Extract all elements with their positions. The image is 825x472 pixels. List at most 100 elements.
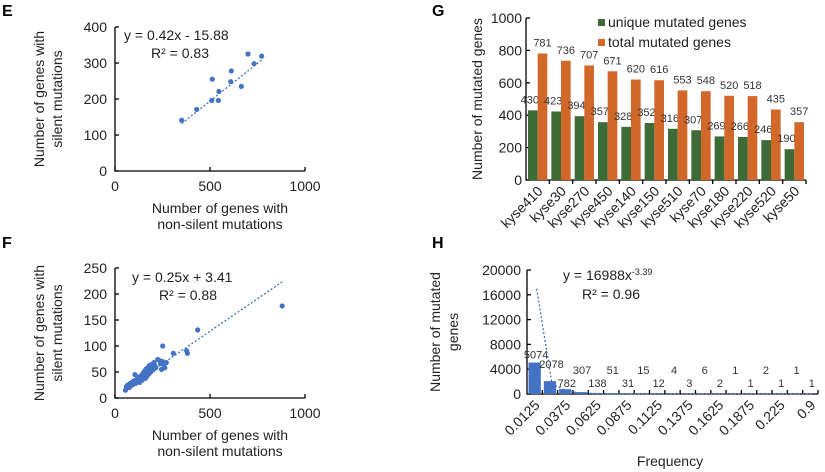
x-axis-label: non-silent mutations	[157, 443, 282, 459]
y-tick-label: 250	[84, 260, 108, 276]
x-tick-label: 0.225	[752, 397, 788, 433]
panel-label-h: H	[432, 235, 444, 252]
x-axis-label: non-silent mutations	[157, 216, 282, 232]
panel-label-g: G	[432, 3, 444, 20]
y-tick-label: 4000	[490, 361, 521, 377]
bar-total	[537, 53, 548, 181]
y-axis-label: Number of genes with	[31, 265, 47, 401]
y-tick-label: 100	[84, 338, 108, 354]
data-point	[163, 360, 169, 366]
bar-total	[584, 65, 594, 180]
x-tick-label: 1000	[289, 405, 320, 421]
data-point	[160, 343, 166, 349]
panel-label-e: E	[2, 3, 13, 20]
data-label: 736	[557, 45, 575, 57]
data-label: 4	[671, 365, 677, 377]
data-label: 6	[702, 365, 708, 377]
data-label: 548	[697, 75, 715, 87]
data-label: 781	[533, 37, 551, 49]
y-axis-label: Number of genes with	[31, 31, 47, 167]
bar-unique	[644, 122, 655, 180]
trendline	[536, 288, 813, 395]
data-point	[228, 68, 234, 74]
r-squared: R² = 0.88	[159, 287, 217, 303]
bar-unique	[574, 116, 585, 180]
data-point	[162, 365, 168, 371]
x-tick-label: 0	[111, 405, 119, 421]
bar-total	[631, 79, 641, 180]
y-axis-label: Number of mutated	[427, 272, 443, 392]
data-label: 246	[754, 124, 772, 136]
data-label: 2	[763, 365, 769, 377]
panel-label-f: F	[2, 235, 12, 252]
y-tick-label: 0	[513, 386, 521, 402]
data-label: 316	[661, 113, 679, 125]
data-label: 328	[614, 111, 632, 123]
bar-unique	[528, 110, 538, 180]
equation-exponent: -3.39	[632, 267, 653, 277]
data-label: 357	[591, 106, 609, 118]
data-label: 15	[637, 365, 649, 377]
bar-total	[654, 80, 664, 180]
data-label: 31	[622, 378, 634, 390]
data-label: 782	[558, 378, 576, 390]
data-label: 1	[732, 365, 738, 377]
data-label: 266	[731, 121, 749, 133]
x-tick-label: 0.1875	[716, 397, 758, 439]
bar	[574, 392, 587, 394]
equation: y = 0.25x + 3.41	[132, 269, 233, 285]
bar-total	[724, 95, 734, 180]
data-point	[209, 97, 215, 104]
y-tick-label: 200	[84, 286, 108, 302]
bar-unique	[691, 130, 701, 180]
y-tick-label: 50	[91, 364, 107, 380]
x-tick-label: 0.9	[793, 397, 818, 422]
y-tick-label: 400	[499, 107, 523, 123]
y-tick-label: 12000	[482, 312, 521, 328]
y-tick-label: 16000	[482, 287, 521, 303]
data-point	[195, 327, 201, 333]
y-axis-label: silent mutations	[49, 284, 65, 381]
y-tick-label: 8000	[490, 336, 521, 352]
data-point	[228, 79, 234, 85]
data-label: 1	[778, 378, 784, 390]
data-point	[184, 350, 190, 356]
bar	[528, 362, 541, 394]
bar-unique	[621, 126, 631, 180]
bar-total	[677, 90, 688, 180]
legend-swatch	[598, 39, 605, 46]
bar	[589, 393, 603, 394]
r-squared: R² = 0.96	[582, 286, 640, 302]
data-label: 616	[650, 64, 668, 76]
x-tick-label: 500	[198, 405, 222, 421]
x-axis-label: Frequency	[637, 453, 703, 469]
data-label: 138	[588, 378, 606, 390]
bar-total	[701, 91, 711, 180]
legend-label: unique mutated genes	[608, 14, 747, 30]
data-label: 620	[627, 64, 645, 76]
data-point	[209, 76, 215, 82]
bar-unique	[714, 136, 725, 180]
data-point	[238, 83, 244, 89]
data-label: 269	[707, 120, 725, 132]
data-point	[194, 106, 200, 113]
y-tick-label: 600	[499, 75, 523, 91]
x-tick-label: 0.0875	[593, 397, 635, 439]
data-label: 520	[720, 80, 738, 92]
y-tick-label: 300	[84, 55, 108, 71]
equation: y = 0.42x - 15.88	[124, 27, 229, 43]
y-tick-label: 20000	[482, 262, 521, 278]
equation: y = 16988x-3.39	[563, 267, 652, 283]
y-axis-label: silent mutations	[49, 50, 65, 147]
data-point	[259, 53, 265, 59]
data-label: 190	[777, 133, 795, 145]
data-label: 518	[743, 80, 761, 92]
data-label: 2	[717, 378, 723, 390]
y-tick-label: 0	[99, 163, 107, 179]
trendline	[181, 59, 263, 125]
y-axis-label: genes	[445, 313, 461, 351]
data-point	[279, 303, 285, 309]
bar-unique	[784, 149, 795, 180]
r-squared: R² = 0.83	[151, 45, 209, 61]
